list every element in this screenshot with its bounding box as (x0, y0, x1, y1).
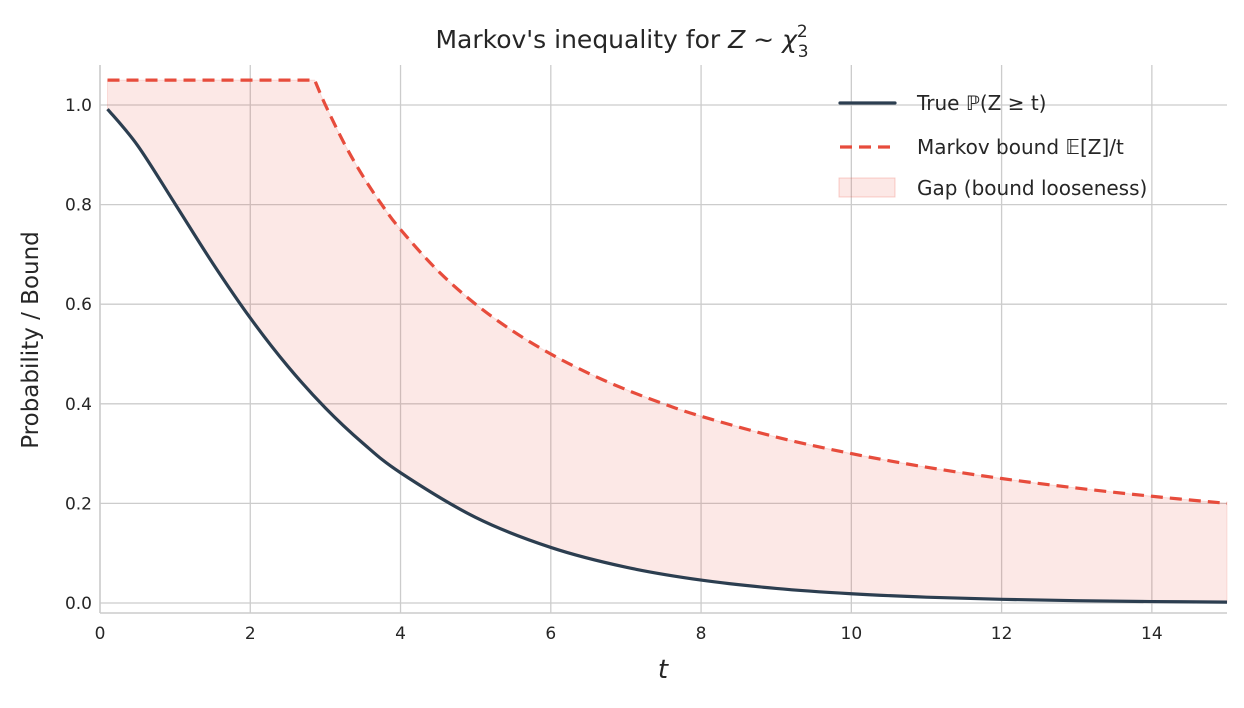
x-tick-label: 2 (245, 624, 256, 644)
x-tick-label: 0 (95, 624, 106, 644)
x-tick-label: 8 (696, 624, 707, 644)
x-tick-label: 14 (1141, 624, 1163, 644)
true-probability-line (106, 108, 1228, 604)
legend-markov-label: Markov bound 𝔼[Z]/t (917, 135, 1124, 159)
y-tick-label: 0.0 (65, 594, 92, 614)
y-tick-label: 0.4 (65, 395, 92, 415)
x-tick-label: 4 (395, 624, 406, 644)
legend-gap-swatch (838, 177, 896, 198)
markov-bound-line (107, 78, 1228, 505)
legend-true-label: True ℙ(Z ≥ t) (916, 91, 1046, 115)
x-tick-label: 6 (545, 624, 556, 644)
legend: True ℙ(Z ≥ t) Markov bound 𝔼[Z]/t Gap (b… (838, 91, 1147, 200)
x-tick-label: 12 (991, 624, 1013, 644)
tick-labels: 0 2 4 6 8 10 12 14 0.0 0.2 0.4 0.6 0.8 1.0 (65, 96, 1163, 644)
y-tick-label: 0.6 (65, 295, 92, 315)
y-tick-label: 1.0 (65, 96, 92, 116)
y-tick-label: 0.8 (65, 196, 92, 216)
x-tick-label: 10 (841, 624, 863, 644)
legend-gap-label: Gap (bound looseness) (917, 176, 1147, 200)
y-tick-label: 0.2 (65, 494, 92, 514)
y-axis-label: Probability / Bound (18, 231, 44, 449)
x-axis-label: t (658, 655, 669, 685)
grid (99, 65, 1227, 613)
chart-title: Markov's inequality for Z ~ χ2 3 (435, 22, 808, 62)
